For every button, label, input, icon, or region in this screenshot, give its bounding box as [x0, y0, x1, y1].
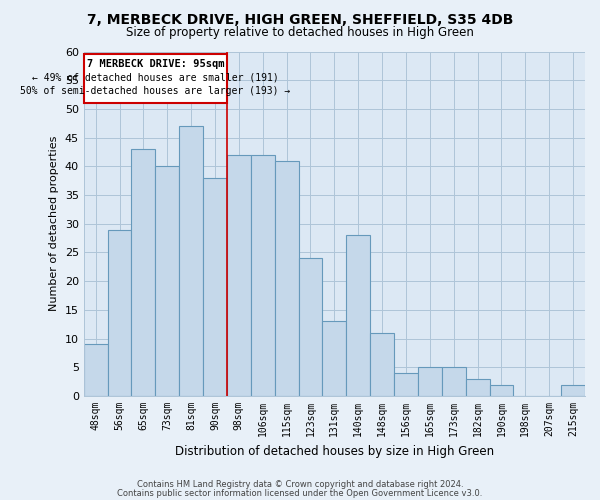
Text: 50% of semi-detached houses are larger (193) →: 50% of semi-detached houses are larger (… — [20, 86, 290, 96]
X-axis label: Distribution of detached houses by size in High Green: Distribution of detached houses by size … — [175, 444, 494, 458]
Bar — [442, 368, 466, 396]
Bar — [179, 126, 203, 396]
Bar — [418, 368, 442, 396]
Y-axis label: Number of detached properties: Number of detached properties — [49, 136, 59, 312]
Text: 7 MERBECK DRIVE: 95sqm: 7 MERBECK DRIVE: 95sqm — [86, 59, 224, 69]
Bar — [466, 379, 490, 396]
Bar — [370, 333, 394, 396]
Bar — [251, 155, 275, 396]
Bar — [227, 155, 251, 396]
Bar — [275, 160, 299, 396]
Bar — [394, 373, 418, 396]
Bar — [203, 178, 227, 396]
Text: 7, MERBECK DRIVE, HIGH GREEN, SHEFFIELD, S35 4DB: 7, MERBECK DRIVE, HIGH GREEN, SHEFFIELD,… — [87, 12, 513, 26]
Bar — [299, 258, 322, 396]
Bar — [490, 384, 514, 396]
Bar — [155, 166, 179, 396]
Text: Contains public sector information licensed under the Open Government Licence v3: Contains public sector information licen… — [118, 488, 482, 498]
Bar — [346, 236, 370, 396]
Text: Size of property relative to detached houses in High Green: Size of property relative to detached ho… — [126, 26, 474, 39]
Bar — [107, 230, 131, 396]
Bar — [561, 384, 585, 396]
Bar — [322, 322, 346, 396]
Bar — [131, 149, 155, 396]
Text: Contains HM Land Registry data © Crown copyright and database right 2024.: Contains HM Land Registry data © Crown c… — [137, 480, 463, 489]
FancyBboxPatch shape — [83, 54, 227, 103]
Bar — [83, 344, 107, 396]
Text: ← 49% of detached houses are smaller (191): ← 49% of detached houses are smaller (19… — [32, 72, 278, 83]
